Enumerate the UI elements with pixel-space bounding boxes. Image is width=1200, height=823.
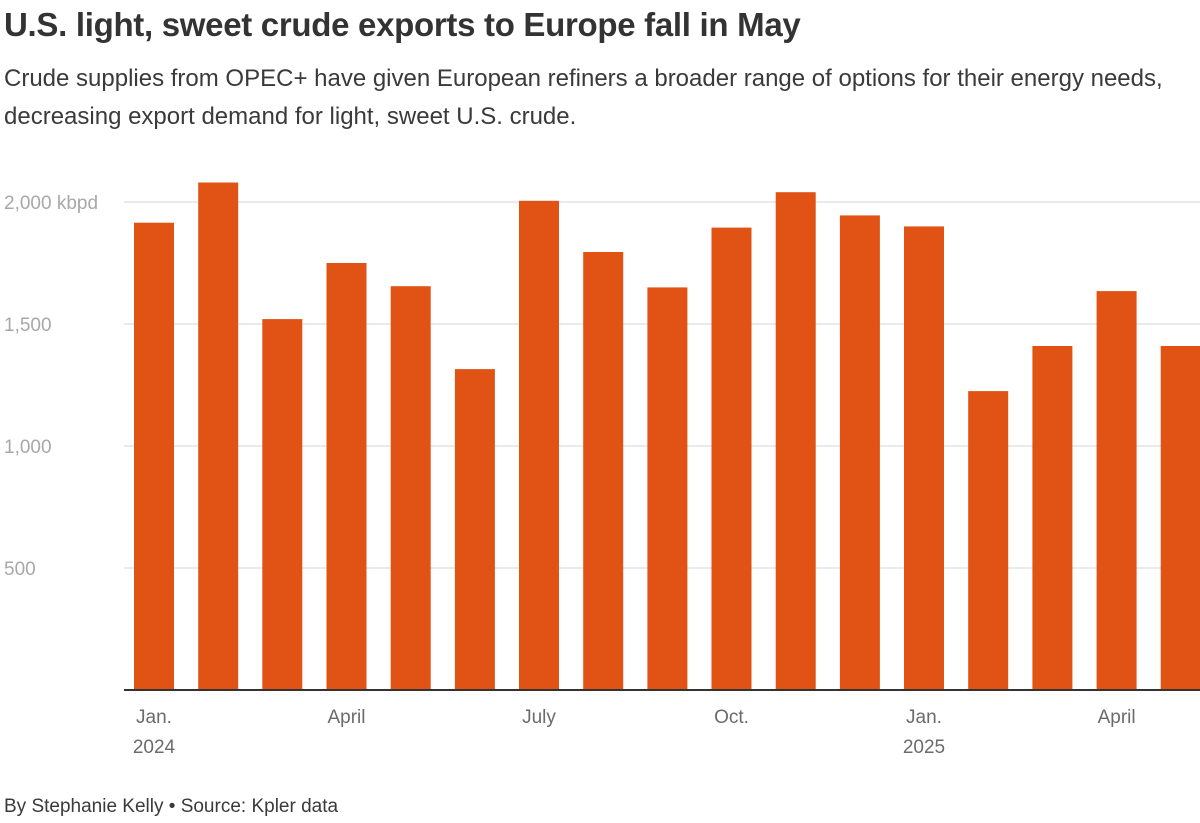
bar-apr-2025 [1096,291,1137,690]
bar-sep-2024 [647,287,688,690]
tick-labels: 500 1,000 1,500 2,000 kbpd Jan. 2024 April July… [4,193,1136,758]
bar-jan-2025 [904,226,944,690]
bars [134,182,1200,691]
bar-mar-2024 [262,319,303,690]
y-tick-label: 1,000 [4,437,52,458]
source-credit: By Stephanie Kelly • Source: Kpler data [4,796,339,817]
bar-jun-2024 [454,369,495,690]
bar-jan-2024 [134,222,174,690]
x-tick-label: Jan. [136,707,172,728]
y-tick-label: 1,500 [4,315,52,336]
x-tick-label: Jan. [906,707,942,728]
x-tick-label: April [327,707,365,728]
x-tick-label: April [1098,707,1136,728]
bar-may-2024 [390,286,431,690]
bar-oct-2024 [711,227,752,690]
bar-aug-2024 [583,252,624,690]
y-tick-label: 2,000 kbpd [4,193,98,214]
x-tick-label: Oct. [714,707,749,728]
x-tick-label: 2025 [903,737,945,758]
bar-chart: 500 1,000 1,500 2,000 kbpd Jan. 2024 April July… [4,182,1200,758]
y-tick-label: 500 [4,559,36,580]
x-tick-label: 2024 [133,737,176,758]
bar-dec-2024 [839,215,880,690]
chart-title: U.S. light, sweet crude exports to Europ… [4,6,801,43]
chart-subtitle: Crude supplies from OPEC+ have given Eur… [4,65,1163,130]
bar-nov-2024 [775,192,816,690]
bar-jul-2024 [519,200,559,691]
bar-may-2025 [1160,346,1200,690]
x-tick-label: July [522,707,556,728]
bar-mar-2025 [1032,346,1073,690]
bar-apr-2024 [326,263,367,690]
bar-feb-2025 [968,391,1009,690]
bar-feb-2024 [198,182,239,690]
